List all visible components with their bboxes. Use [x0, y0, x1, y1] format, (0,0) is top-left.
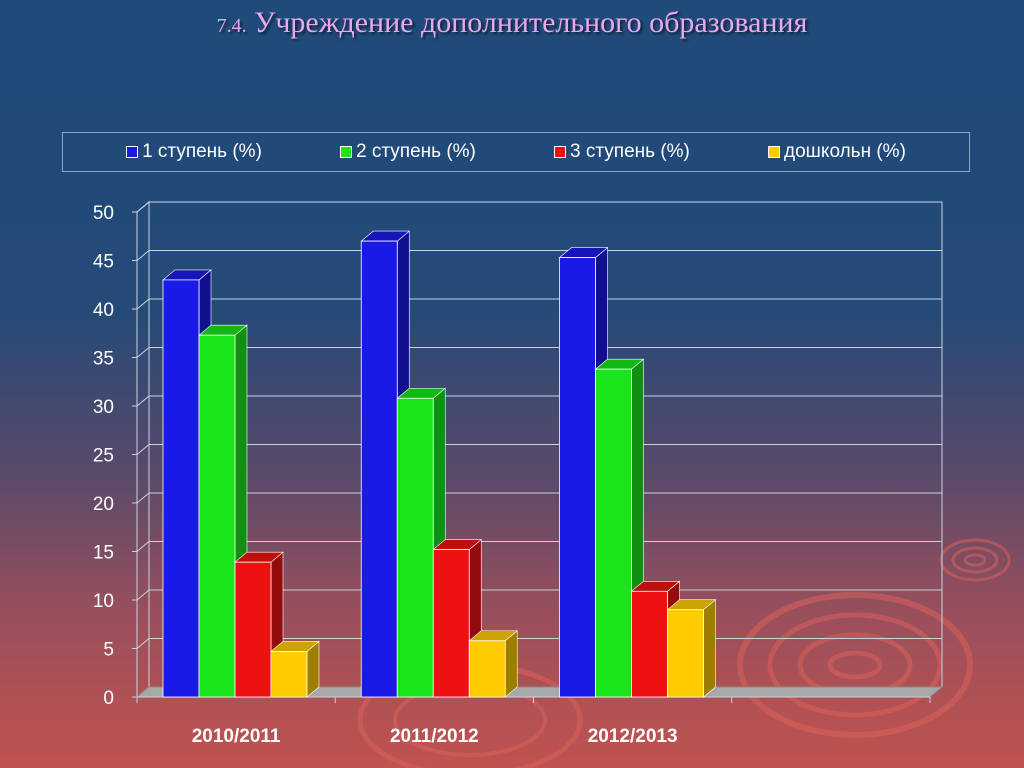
x-category-label: 2011/2012 [390, 726, 479, 747]
gridline-side [136, 201, 150, 213]
gridline-side [136, 395, 150, 407]
legend-label-1: 1 ступень (%) [142, 141, 262, 162]
bar-1-0 [360, 240, 398, 698]
bar-2-0 [559, 257, 596, 698]
bar-2-2 [631, 590, 668, 698]
legend-item-4: дошкольн (%) [768, 141, 906, 163]
legend-label-3: 3 ступень (%) [570, 141, 690, 162]
y-tick-label: 50 [93, 203, 114, 224]
x-category-label: 2010/2011 [192, 726, 281, 747]
bar-1-2 [432, 549, 470, 698]
gridline-side [136, 250, 150, 261]
gridline-side [136, 638, 150, 649]
x-category-label: 2012/2013 [588, 726, 678, 747]
bar-side-1-3 [504, 630, 518, 698]
y-tick-label: 0 [103, 688, 114, 709]
y-tick-label: 20 [93, 494, 114, 515]
y-tick-label: 40 [93, 300, 114, 321]
bar-0-2 [234, 561, 272, 698]
legend-item-1: 1 ступень (%) [126, 141, 262, 163]
gridline-side [136, 444, 150, 455]
legend-swatch-2 [340, 146, 353, 158]
legend-item-3: 3 ступень (%) [554, 141, 690, 163]
page-title: 7.4. Учреждение дополнительного образова… [0, 6, 1024, 40]
title-text: Учреждение дополнительного образования [254, 6, 808, 39]
legend-label-2: 2 ступень (%) [356, 141, 476, 162]
legend-swatch-3 [554, 146, 567, 158]
y-tick-label: 45 [93, 252, 114, 273]
gridline-side [136, 541, 150, 552]
legend-swatch-4 [768, 146, 781, 158]
bar-2-3 [667, 609, 704, 698]
y-tick-label: 30 [93, 397, 114, 418]
legend-item-2: 2 ступень (%) [340, 141, 476, 163]
gridline-side [136, 589, 150, 601]
bar-0-1 [198, 334, 236, 698]
legend-swatch-1 [126, 146, 139, 158]
bar-side-2-3 [703, 599, 716, 698]
y-tick-label: 10 [93, 591, 114, 612]
bar-0-0 [162, 279, 200, 698]
gridline-side [136, 492, 150, 504]
gridline-side [136, 298, 150, 310]
chart-legend: 1 ступень (%) 2 ступень (%) 3 ступень (%… [62, 132, 970, 172]
y-tick-label: 25 [93, 446, 114, 467]
gridline-side [136, 347, 150, 358]
bar-1-3 [468, 640, 506, 698]
legend-label-4: дошкольн (%) [784, 141, 906, 162]
bar-1-1 [396, 397, 434, 698]
y-tick-label: 5 [103, 640, 114, 661]
bar-2-1 [595, 368, 632, 698]
y-tick-label: 35 [93, 349, 114, 370]
title-number: 7.4. [216, 15, 247, 37]
y-tick-label: 15 [93, 543, 114, 564]
bar-0-3 [270, 651, 308, 698]
